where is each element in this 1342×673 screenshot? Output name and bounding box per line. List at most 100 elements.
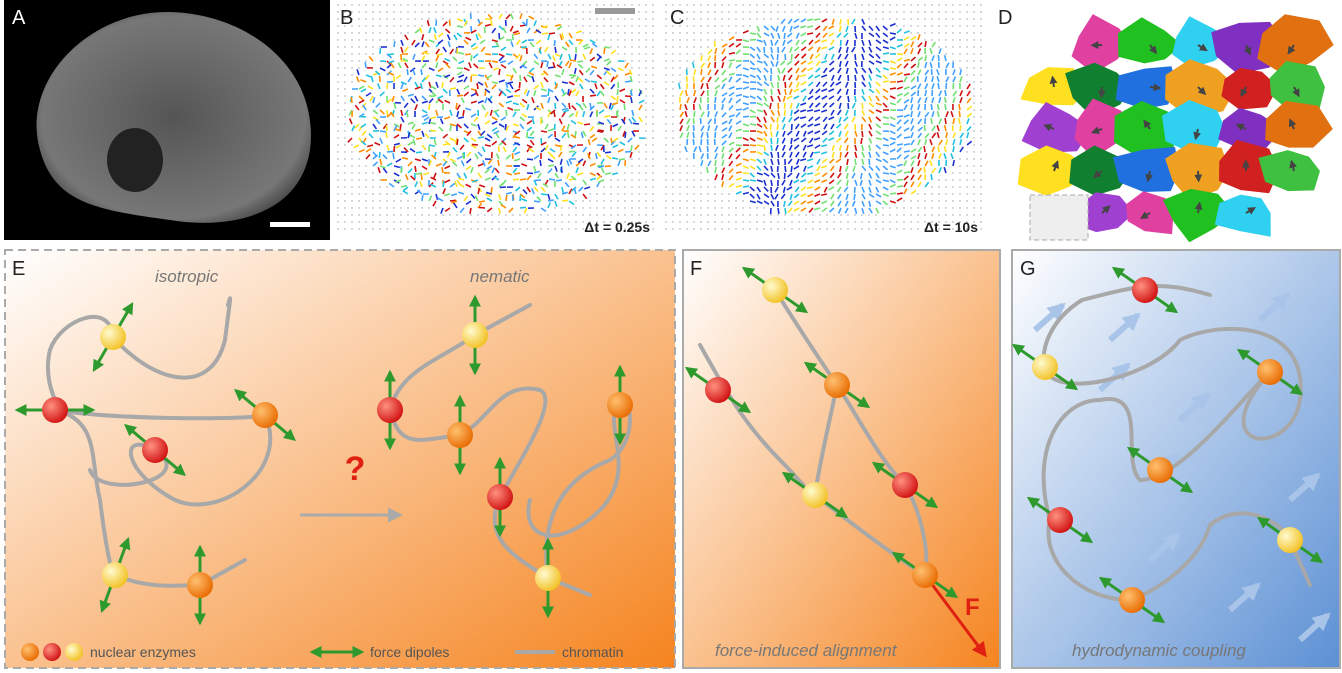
grid-dot (645, 4, 646, 5)
grid-dot (365, 11, 366, 12)
vector (605, 173, 611, 174)
vector (457, 26, 463, 27)
vector (388, 54, 394, 55)
vector (750, 180, 756, 181)
grid-dot (665, 25, 666, 26)
grid-dot (603, 18, 604, 19)
grid-dot (777, 4, 778, 5)
grid-dot (652, 137, 653, 138)
grid-dot (952, 18, 953, 19)
grid-dot (645, 186, 646, 187)
grid-dot (959, 179, 960, 180)
grid-dot (400, 200, 401, 201)
grid-dot (868, 228, 869, 229)
grid-dot (665, 165, 666, 166)
vector (791, 110, 792, 116)
grid-dot (638, 207, 639, 208)
grid-dot (980, 130, 981, 131)
vector (693, 139, 694, 145)
vector (848, 96, 849, 102)
grid-dot (638, 67, 639, 68)
grid-dot (805, 4, 806, 5)
grid-dot (721, 193, 722, 194)
grid-dot (617, 214, 618, 215)
grid-dot (379, 228, 380, 229)
grid-dot (966, 67, 967, 68)
grid-dot (638, 165, 639, 166)
grid-dot (903, 207, 904, 208)
grid-dot (512, 214, 513, 215)
grid-dot (344, 4, 345, 5)
grid-dot (505, 221, 506, 222)
grid-dot (889, 228, 890, 229)
grid-dot (435, 214, 436, 215)
vector (855, 159, 856, 165)
grid-dot (414, 11, 415, 12)
grid-dot (917, 207, 918, 208)
domain (1118, 17, 1182, 63)
grid-dot (742, 11, 743, 12)
grid-dot (358, 214, 359, 215)
grid-dot (973, 81, 974, 82)
grid-dot (358, 18, 359, 19)
grid-dot (714, 4, 715, 5)
grid-dot (840, 228, 841, 229)
grid-dot (959, 186, 960, 187)
grid-dot (938, 214, 939, 215)
grid-dot (798, 4, 799, 5)
grid-dot (372, 186, 373, 187)
grid-dot (337, 228, 338, 229)
grid-dot (819, 11, 820, 12)
panel-label: A (12, 7, 26, 29)
grid-dot (714, 214, 715, 215)
grid-dot (728, 193, 729, 194)
legend-label: nuclear enzymes (90, 644, 196, 660)
grid-dot (938, 4, 939, 5)
grid-dot (826, 221, 827, 222)
grid-dot (414, 25, 415, 26)
grid-dot (756, 11, 757, 12)
grid-dot (645, 193, 646, 194)
grid-dot (372, 172, 373, 173)
grid-dot (589, 4, 590, 5)
grid-dot (665, 172, 666, 173)
grid-dot (938, 186, 939, 187)
grid-dot (721, 228, 722, 229)
grid-dot (672, 109, 673, 110)
grid-dot (721, 39, 722, 40)
vector (568, 89, 569, 95)
grid-dot (645, 25, 646, 26)
vector (897, 81, 903, 82)
vector (535, 180, 541, 181)
vector (386, 132, 387, 138)
grid-dot (358, 11, 359, 12)
grid-dot (903, 221, 904, 222)
grid-dot (358, 32, 359, 33)
grid-dot (645, 11, 646, 12)
vector (575, 54, 576, 60)
grid-dot (484, 214, 485, 215)
grid-dot (973, 165, 974, 166)
grid-dot (882, 214, 883, 215)
grid-dot (652, 102, 653, 103)
grid-dot (568, 214, 569, 215)
grid-dot (365, 60, 366, 61)
grid-dot (665, 88, 666, 89)
grid-dot (393, 32, 394, 33)
grid-dot (540, 18, 541, 19)
grid-dot (959, 214, 960, 215)
vector (862, 103, 863, 109)
grid-dot (763, 207, 764, 208)
grid-dot (638, 179, 639, 180)
grid-dot (980, 165, 981, 166)
grid-dot (679, 214, 680, 215)
grid-dot (868, 18, 869, 19)
grid-dot (840, 214, 841, 215)
grid-dot (763, 18, 764, 19)
panel-label: E (12, 258, 25, 280)
vector (708, 111, 709, 117)
grid-dot (547, 4, 548, 5)
grid-dot (351, 200, 352, 201)
grid-dot (344, 95, 345, 96)
grid-dot (358, 165, 359, 166)
